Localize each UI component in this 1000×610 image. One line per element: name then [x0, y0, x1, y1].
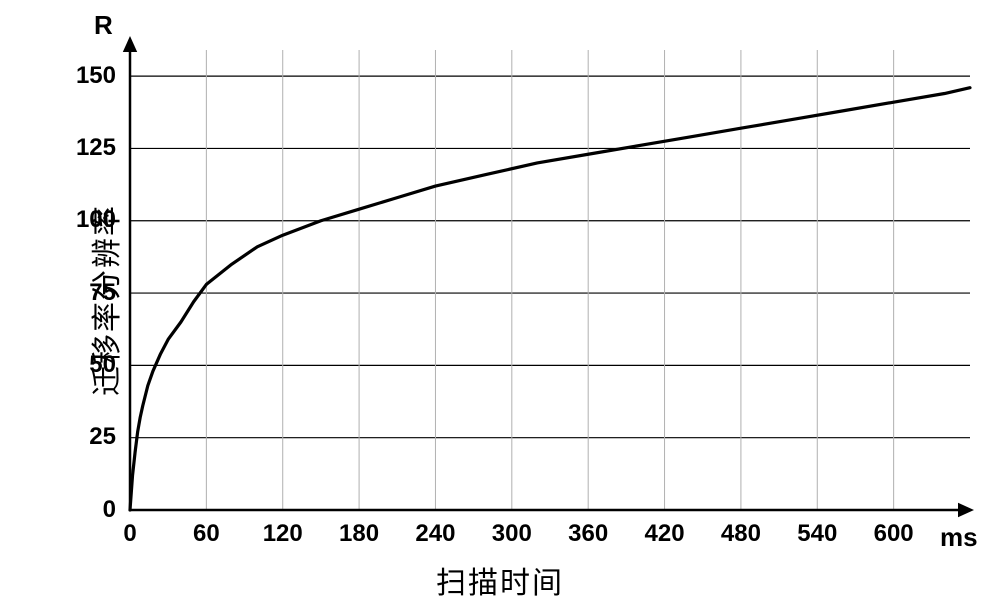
chart-container: 迁移率分辨率 扫描时间 R ms 0255075100125150 060120… — [0, 0, 1000, 610]
x-tick-label: 240 — [415, 520, 455, 548]
x-tick-label: 180 — [339, 520, 379, 548]
y-tick-label: 75 — [60, 279, 116, 307]
y-tick-label: 125 — [60, 134, 116, 162]
plot-svg — [0, 0, 1000, 610]
x-tick-label: 540 — [797, 520, 837, 548]
y-tick-label: 100 — [60, 206, 116, 234]
axes — [123, 36, 974, 517]
x-tick-label: 60 — [193, 520, 220, 548]
x-tick-label: 420 — [645, 520, 685, 548]
x-tick-label: 480 — [721, 520, 761, 548]
x-tick-label: 300 — [492, 520, 532, 548]
y-tick-label: 50 — [60, 351, 116, 379]
y-tick-label: 150 — [60, 62, 116, 90]
curve — [130, 88, 970, 510]
y-tick-label: 25 — [60, 423, 116, 451]
x-tick-label: 120 — [263, 520, 303, 548]
y-tick-label: 0 — [60, 496, 116, 524]
x-tick-label: 360 — [568, 520, 608, 548]
x-tick-label: 0 — [123, 520, 136, 548]
x-tick-label: 600 — [874, 520, 914, 548]
grid-horizontal — [130, 76, 970, 438]
